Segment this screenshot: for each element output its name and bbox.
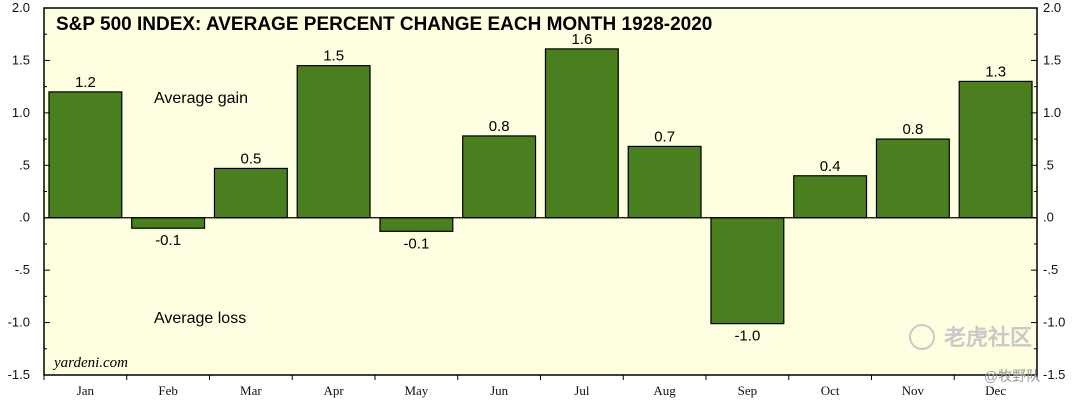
- annotation-average-gain: Average gain: [154, 90, 248, 107]
- y-tick-label-left: -.5: [15, 262, 30, 277]
- bar-nov: [875, 138, 950, 219]
- y-tick-label-left: -1.0: [8, 315, 30, 330]
- x-tick-label-jun: Jun: [490, 383, 509, 398]
- bar-oct: [793, 175, 868, 219]
- watermark-logo-icon: [909, 324, 935, 350]
- x-tick-label-aug: Aug: [653, 383, 676, 398]
- annotation-average-loss: Average loss: [154, 310, 246, 327]
- x-tick-label-feb: Feb: [158, 383, 178, 398]
- y-tick-label-right: .0: [1043, 210, 1054, 225]
- x-tick-label-jan: Jan: [77, 383, 95, 398]
- watermark-subtext: @牧野队: [984, 368, 1040, 384]
- x-tick-label-jul: Jul: [574, 383, 590, 398]
- y-tick-label-right: -.5: [1043, 262, 1058, 277]
- x-tick-label-mar: Mar: [240, 383, 262, 398]
- source-credit: yardeni.com: [52, 355, 128, 371]
- data-label-jul: 1.6: [571, 31, 592, 48]
- bar-jul: [544, 48, 619, 219]
- plot-frame: [43, 7, 1038, 376]
- data-label-jan: 1.2: [75, 74, 96, 91]
- bar-sep: [710, 217, 785, 325]
- y-tick-label-left: 1.0: [12, 105, 30, 120]
- bar-jan: [48, 91, 123, 219]
- bar-feb: [131, 217, 206, 229]
- y-tick-label-left: .5: [19, 157, 30, 172]
- plot-area: [44, 8, 1037, 375]
- bar-may: [379, 217, 454, 232]
- bar-dec: [958, 80, 1033, 219]
- data-label-mar: 0.5: [240, 150, 261, 167]
- bar-apr: [296, 65, 371, 219]
- data-label-feb: -0.1: [155, 232, 181, 249]
- watermark: 老虎社区 @牧野队: [909, 324, 1040, 384]
- y-tick-label-left: .0: [19, 210, 30, 225]
- x-tick-label-may: May: [404, 383, 428, 398]
- chart-title: S&P 500 INDEX: AVERAGE PERCENT CHANGE EA…: [56, 14, 712, 35]
- data-label-nov: 0.8: [902, 121, 923, 138]
- x-tick-label-apr: Apr: [324, 383, 345, 398]
- data-label-aug: 0.7: [654, 128, 675, 145]
- x-tick-label-sep: Sep: [738, 383, 758, 398]
- bar-jun: [462, 135, 537, 219]
- y-tick-label-left: 2.0: [12, 0, 30, 15]
- bar-aug: [627, 145, 702, 219]
- data-label-jun: 0.8: [489, 118, 510, 135]
- x-tick-label-dec: Dec: [985, 383, 1006, 398]
- y-tick-label-right: -1.5: [1043, 367, 1065, 382]
- y-tick-label-right: 1.0: [1043, 105, 1061, 120]
- y-tick-label-left: 1.5: [12, 52, 30, 67]
- bar-mar: [213, 167, 288, 219]
- data-label-may: -0.1: [403, 235, 429, 252]
- watermark-text: 老虎社区: [943, 325, 1032, 350]
- y-tick-label-right: 2.0: [1043, 0, 1061, 15]
- x-tick-label-nov: Nov: [902, 383, 925, 398]
- y-tick-label-right: 1.5: [1043, 52, 1061, 67]
- data-label-oct: 0.4: [820, 158, 841, 175]
- y-tick-label-right: .5: [1043, 157, 1054, 172]
- y-tick-label-right: -1.0: [1043, 315, 1065, 330]
- data-label-dec: 1.3: [985, 63, 1006, 80]
- x-tick-label-oct: Oct: [821, 383, 840, 398]
- data-label-sep: -1.0: [734, 328, 760, 345]
- data-label-apr: 1.5: [323, 48, 344, 65]
- y-tick-label-left: -1.5: [8, 367, 30, 382]
